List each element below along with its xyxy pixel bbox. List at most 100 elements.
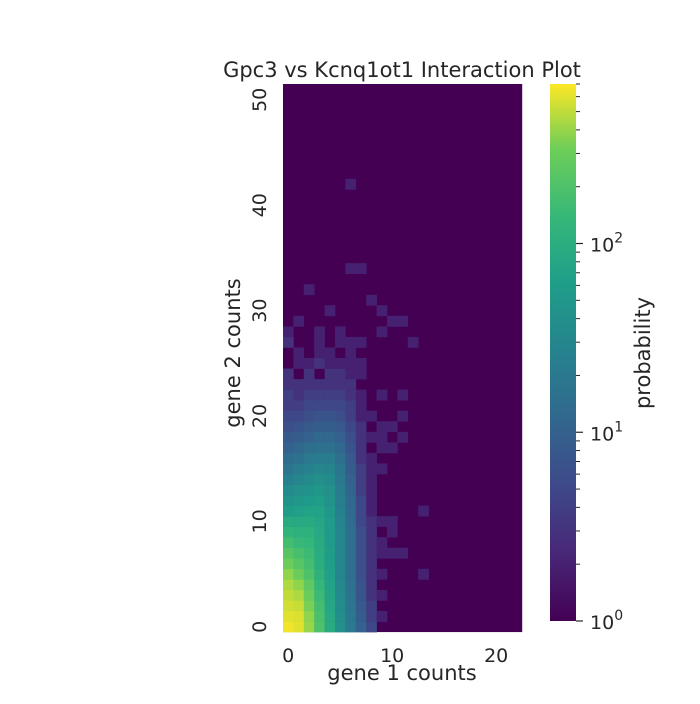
heatmap-cell	[376, 442, 388, 454]
heatmap-cell	[397, 315, 409, 327]
heatmap-cell	[314, 358, 325, 369]
heatmap-cell	[355, 579, 367, 591]
heatmap-cell	[366, 621, 377, 633]
heatmap-cell	[376, 568, 388, 580]
heatmap-cell	[376, 389, 388, 401]
heatmap-cell	[283, 400, 294, 412]
heatmap-cell	[324, 410, 336, 422]
heatmap-cell	[376, 589, 388, 601]
heatmap-cell	[314, 526, 325, 538]
y-axis: 0 10 20 30 40 50	[249, 88, 271, 633]
heatmap-cell	[303, 442, 315, 454]
heatmap-cell	[324, 347, 336, 359]
heatmap-cell	[345, 431, 357, 443]
heatmap-cell	[283, 495, 294, 506]
colorbar	[550, 84, 576, 621]
heatmap-cell	[397, 389, 409, 401]
heatmap-cell	[314, 421, 325, 433]
heatmap-cell	[324, 431, 336, 443]
heatmap-cell	[335, 505, 346, 517]
heatmap-cell	[355, 473, 367, 485]
heatmap-cell	[387, 315, 398, 327]
heatmap-cell	[314, 537, 325, 549]
heatmap-cell	[366, 547, 377, 559]
heatmap-cell	[366, 516, 377, 527]
heatmap-cell	[345, 347, 357, 359]
colorbar-tick-label: 102	[590, 231, 623, 257]
heatmap-cell	[324, 473, 336, 485]
heatmap-cell	[355, 526, 367, 538]
heatmap-cell	[293, 495, 305, 506]
heatmap-cell	[324, 358, 336, 369]
heatmap-cell	[387, 526, 398, 538]
heatmap-cell	[314, 589, 325, 601]
heatmap-cell	[335, 463, 346, 475]
heatmap-cell	[335, 558, 346, 570]
heatmap-cell	[345, 463, 357, 475]
heatmap-cell	[314, 389, 325, 401]
heatmap-cell	[335, 589, 346, 601]
heatmap-cell	[355, 336, 367, 348]
heatmap-cell	[324, 600, 336, 612]
heatmap-cell	[355, 516, 367, 527]
heatmap-cell	[335, 621, 346, 633]
heatmap-cell	[283, 547, 294, 559]
heatmap-cell	[293, 410, 305, 422]
heatmap-cell	[324, 547, 336, 559]
heatmap-cell	[376, 326, 388, 338]
heatmap-cell	[366, 484, 377, 496]
heatmap-cell	[335, 336, 346, 348]
heatmap-cell	[335, 611, 346, 622]
heatmap-cell	[355, 547, 367, 559]
heatmap-cell	[314, 484, 325, 496]
heatmap-cell	[303, 558, 315, 570]
y-tick-label: 30	[249, 299, 271, 323]
heatmap-cell	[335, 547, 346, 559]
heatmap-cell	[283, 526, 294, 538]
heatmap-cell	[366, 526, 377, 538]
heatmap-cell	[345, 526, 357, 538]
x-axis: 0 10 20	[282, 645, 508, 667]
heatmap-cell	[345, 547, 357, 559]
heatmap-cell	[335, 473, 346, 485]
heatmap-cell	[303, 579, 315, 591]
heatmap-cell	[293, 505, 305, 517]
heatmap-cell	[366, 589, 377, 601]
heatmap-cell	[303, 389, 315, 401]
heatmap-cell	[355, 558, 367, 570]
heatmap-cell	[324, 368, 336, 380]
heatmap-cell	[366, 600, 377, 612]
heatmap-cell	[345, 579, 357, 591]
heatmap-cell	[407, 336, 419, 348]
heatmap-cell	[314, 568, 325, 580]
heatmap-cell	[335, 495, 346, 506]
heatmap-cell	[345, 495, 357, 506]
heatmap-cell	[335, 484, 346, 496]
heatmap-cell	[283, 452, 294, 464]
heatmap-cell	[397, 547, 409, 559]
heatmap-cell	[324, 484, 336, 496]
heatmap-cell	[324, 589, 336, 601]
heatmap-cell	[376, 421, 388, 433]
heatmap-cell	[345, 358, 357, 369]
heatmap-cell	[303, 516, 315, 527]
heatmap-cell	[303, 410, 315, 422]
heatmap-cell	[324, 495, 336, 506]
heatmap-cell	[335, 410, 346, 422]
heatmap-cell	[355, 600, 367, 612]
heatmap-cell	[283, 431, 294, 443]
heatmap-cell	[345, 452, 357, 464]
heatmap-cell	[293, 611, 305, 622]
heatmap-cell	[366, 558, 377, 570]
heatmap-cell	[303, 568, 315, 580]
heatmap-cell	[283, 463, 294, 475]
heatmap-cell	[293, 579, 305, 591]
heatmap-cell	[366, 463, 377, 475]
heatmap-cell	[366, 568, 377, 580]
heatmap-cell	[293, 473, 305, 485]
heatmap-cell	[283, 600, 294, 612]
heatmap-cell	[335, 516, 346, 527]
heatmap-cell	[314, 410, 325, 422]
